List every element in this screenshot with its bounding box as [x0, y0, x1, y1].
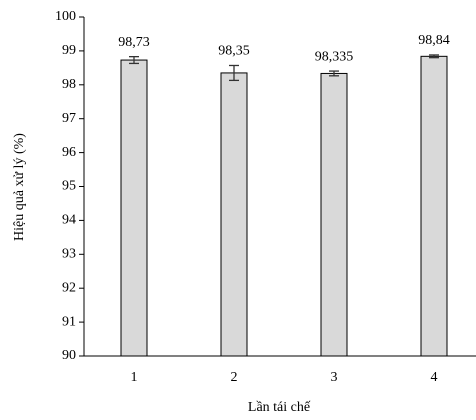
- bar: [120, 59, 148, 357]
- y-tick-label: 92: [62, 280, 76, 295]
- error-bar: [429, 54, 439, 59]
- x-tick-label: 2: [231, 370, 238, 385]
- data-label: 98,35: [218, 44, 250, 59]
- y-tick-label: 90: [62, 348, 76, 363]
- y-tick-label: 98: [62, 77, 76, 92]
- x-tick-label: 1: [131, 370, 138, 385]
- x-axis-label: Lần tái chế: [248, 400, 311, 415]
- bar: [420, 55, 448, 357]
- x-tick-label: 4: [431, 370, 438, 385]
- y-tick-label: 91: [62, 314, 76, 329]
- y-tick-label: 96: [62, 145, 76, 160]
- error-bar: [129, 56, 139, 65]
- y-tick-label: 97: [62, 111, 76, 126]
- error-bar: [329, 70, 339, 77]
- y-tick-label: 100: [55, 9, 76, 24]
- y-tick-label: 99: [62, 43, 76, 58]
- x-tick-label: 3: [331, 370, 338, 385]
- y-tick-label: 95: [62, 179, 76, 194]
- error-bar: [229, 64, 239, 82]
- data-label: 98,335: [315, 49, 354, 64]
- data-label: 98,84: [418, 33, 450, 48]
- y-tick-label: 93: [62, 247, 76, 262]
- bar: [220, 72, 248, 357]
- data-label: 98,73: [118, 35, 150, 50]
- bar: [320, 72, 348, 357]
- y-tick-label: 94: [62, 213, 76, 228]
- y-axis-label: Hiệu quả xử lý (%): [12, 133, 27, 241]
